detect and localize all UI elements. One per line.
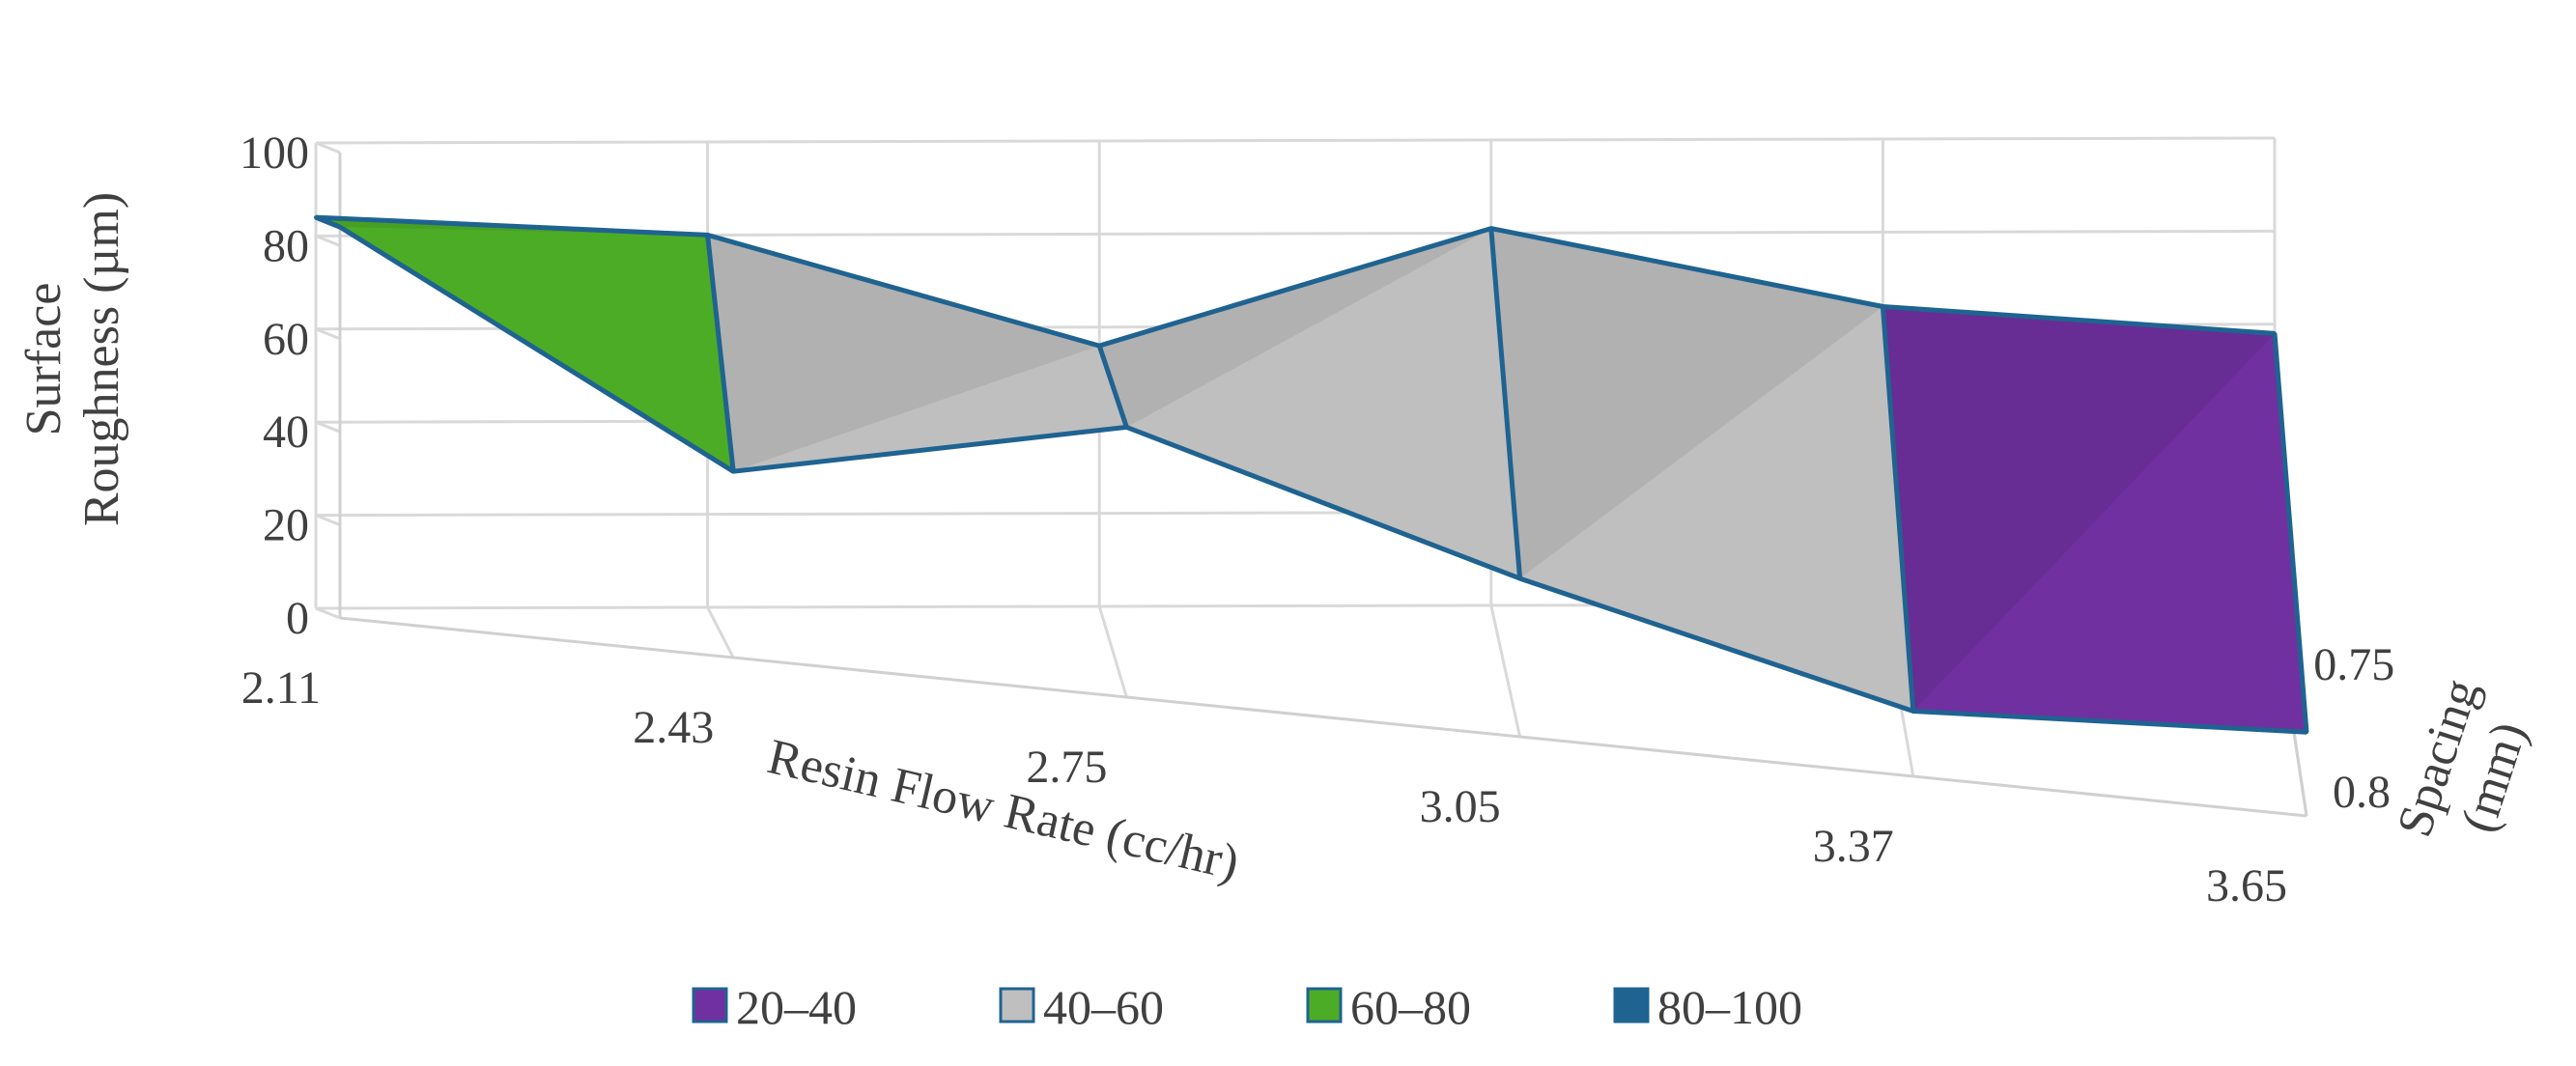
y-tick-label: 20 — [263, 500, 309, 551]
surface-rib — [1096, 345, 1129, 429]
floor-gridline — [706, 606, 735, 659]
surface-rib — [1880, 306, 1916, 712]
side-wall-gridline — [315, 514, 341, 526]
floor-gridline — [1489, 604, 1522, 738]
surface-rib — [1488, 228, 1523, 579]
axis-ticks: 0 20 40 60 80 100 2.11 2.43 2.75 3.05 3.37 3.65 0.8 0… — [240, 127, 2394, 912]
surface-cell-shading — [707, 235, 1100, 472]
legend-label: 40–60 — [1043, 980, 1164, 1034]
y-axis-title-line2: Roughness (µm) — [74, 192, 129, 526]
floor-gridline — [1097, 605, 1128, 698]
legend: 20–40 40–60 60–80 80–100 — [692, 980, 1802, 1034]
floor-gridline — [315, 606, 341, 620]
surface-cell-shading — [1099, 228, 1491, 428]
legend-swatch — [999, 987, 1035, 1024]
y-tick-label: 40 — [263, 407, 309, 458]
y-tick-label: 60 — [263, 314, 309, 365]
x-tick-label: 3.65 — [2206, 860, 2287, 912]
y-axis-title-line1: Surface — [16, 283, 71, 436]
x-tick-label: 2.75 — [1026, 742, 1107, 793]
legend-label: 20–40 — [736, 980, 857, 1034]
legend-swatch — [1306, 987, 1343, 1024]
surface-cell-shading — [1490, 228, 1883, 579]
side-wall-gridline — [315, 327, 341, 341]
y-tick-label: 0 — [286, 593, 309, 644]
z-tick-label: 0.8 — [2333, 767, 2391, 818]
legend-label: 60–80 — [1350, 980, 1471, 1034]
series-line-0.75 — [315, 214, 2276, 349]
surface-plot — [314, 214, 2309, 735]
side-wall-gridline — [315, 141, 341, 154]
back-wall-gridline — [315, 136, 2276, 145]
x-tick-label: 3.37 — [1813, 821, 1894, 872]
legend-label: 80–100 — [1657, 980, 1802, 1034]
surface-rib — [705, 235, 736, 472]
surface-cell-shading — [1882, 306, 2275, 712]
x-tick-label: 2.43 — [633, 702, 714, 753]
side-wall-gridline — [315, 235, 341, 247]
surface-rib — [315, 214, 341, 230]
z-tick-label: 0.75 — [2313, 639, 2394, 690]
x-tick-label: 3.05 — [1420, 781, 1501, 832]
legend-swatch — [692, 987, 728, 1024]
x-tick-label: 2.11 — [241, 662, 321, 714]
side-wall-gridline — [315, 420, 341, 434]
x-axis-title: Resin Flow Rate (cc/hr) — [763, 729, 1244, 891]
series-line-0.8 — [338, 224, 2307, 735]
y-tick-label: 80 — [263, 220, 309, 271]
y-tick-label: 100 — [240, 127, 309, 179]
floor-front-edge — [339, 616, 2307, 818]
legend-swatch — [1613, 987, 1650, 1024]
surface-rib — [2272, 333, 2309, 733]
